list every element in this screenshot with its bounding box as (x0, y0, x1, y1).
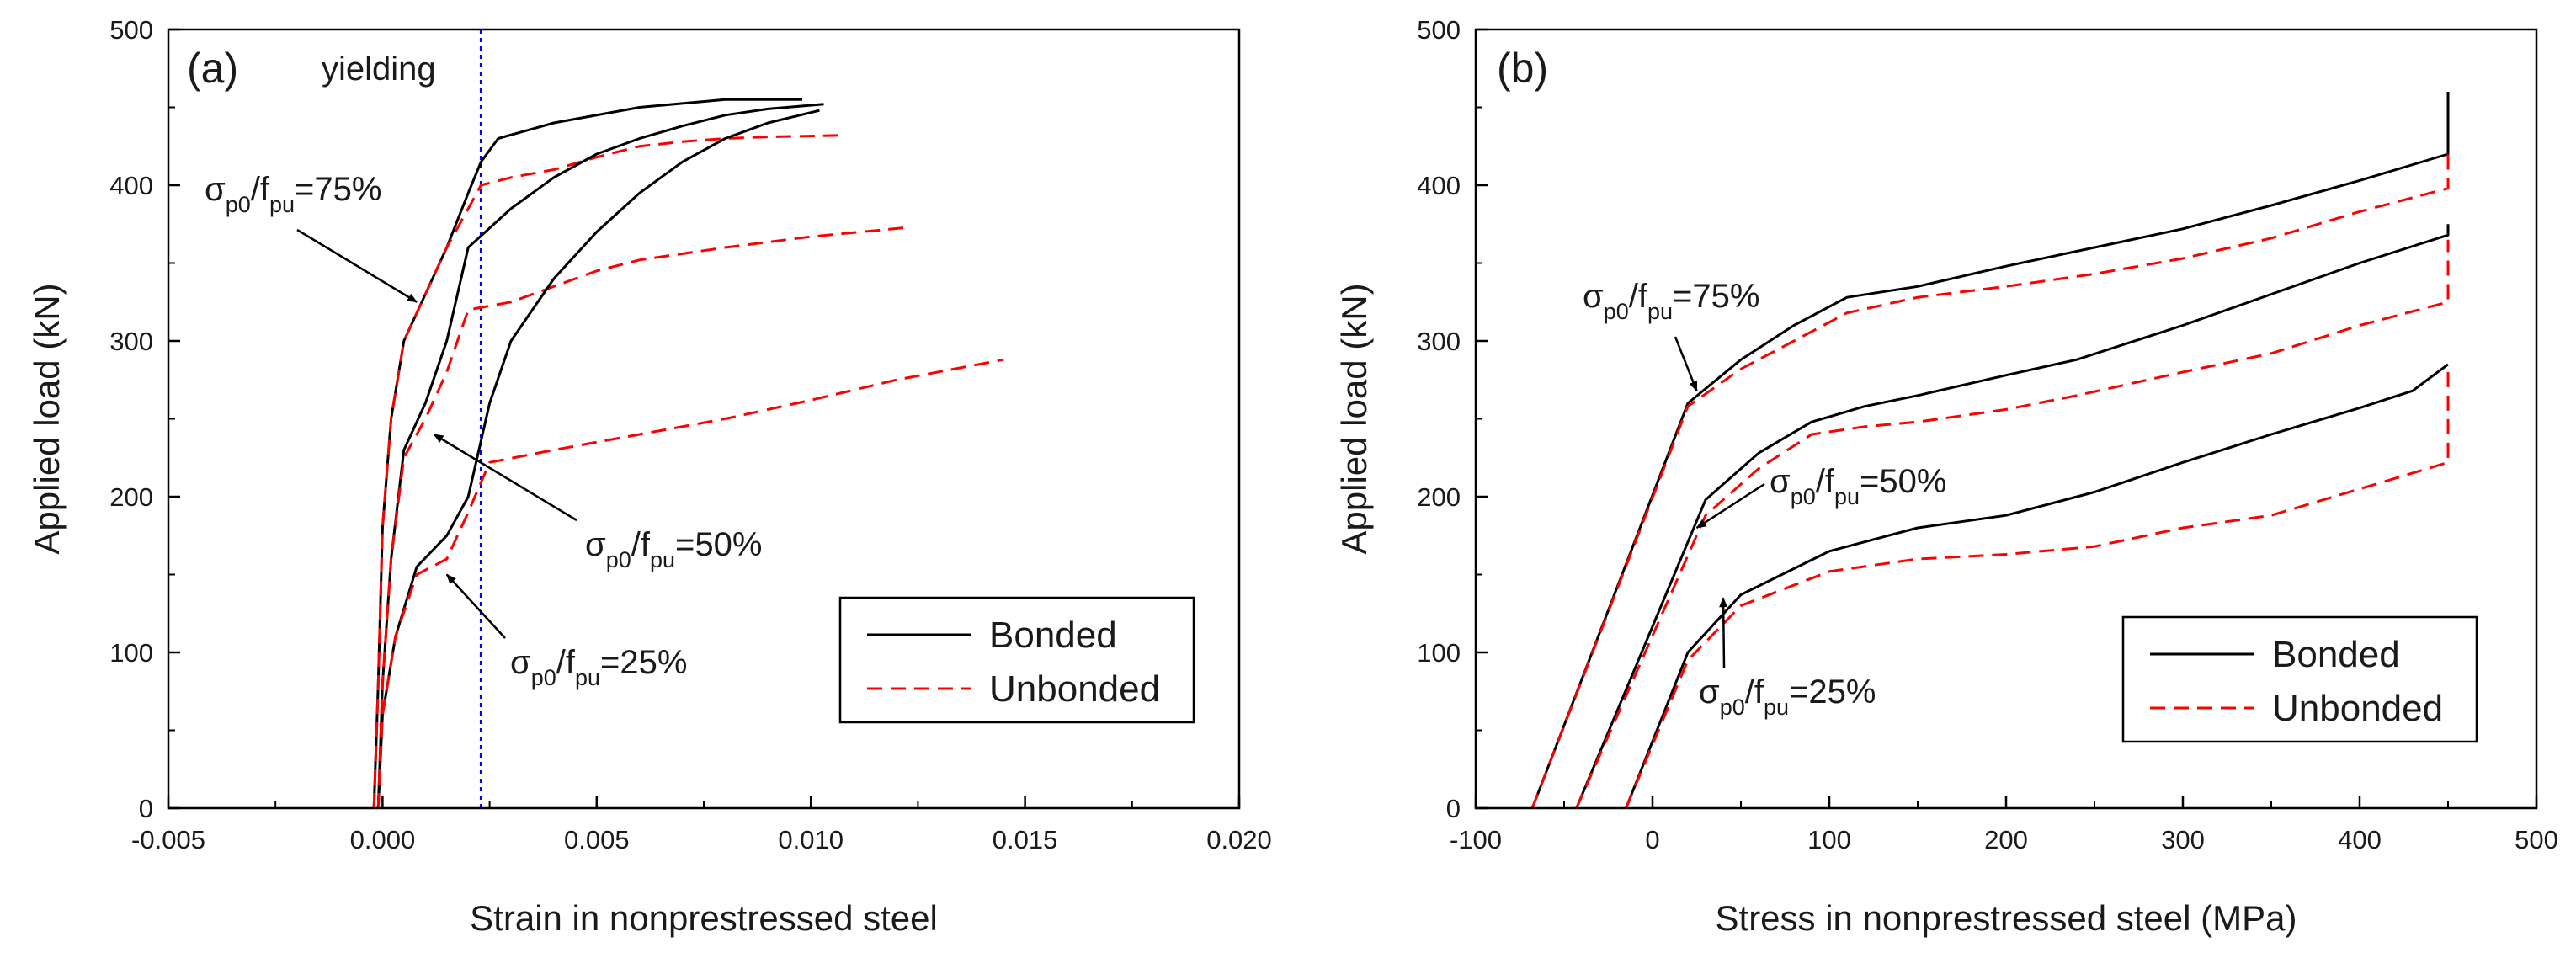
annotation-arrow (1719, 597, 1728, 668)
y-tick-label: 400 (109, 171, 153, 200)
y-tick-label: 200 (1417, 482, 1461, 512)
y-tick-label: 0 (1446, 794, 1461, 823)
legend-label-bonded: Bonded (989, 615, 1117, 656)
annotation-part: pu (1764, 695, 1789, 720)
annotation-part: σ (1699, 673, 1720, 711)
unbonded-line (1530, 154, 2450, 808)
x-tick-label: 100 (1807, 825, 1851, 854)
panel-label: (b) (1497, 45, 1548, 92)
series-group (1530, 92, 2450, 808)
annotation-part: /f (1816, 463, 1835, 500)
annotation-part: /f (556, 644, 576, 681)
annotation-part: /f (1745, 673, 1764, 711)
annotation-part: p0 (1720, 695, 1745, 720)
legend-label-bonded: Bonded (2272, 634, 2400, 675)
annotation-part: p0 (531, 665, 556, 690)
ratio-annotation: σp0/fpu=50% (585, 526, 762, 572)
y-tick-label: 100 (1417, 638, 1461, 668)
annotation-part: =50% (675, 526, 762, 563)
annotation-arrow (445, 573, 506, 639)
x-tick-label: 0.010 (778, 825, 844, 854)
panel-a: -0.005 0.000 0.005 0.010 0.015 0.020 0 100 200 30… (27, 15, 1272, 938)
unbonded-line (1575, 239, 2450, 808)
annotation-part: =75% (295, 171, 381, 208)
x-tick-label: 0.020 (1206, 825, 1272, 854)
unbonded-line (1625, 364, 2450, 808)
annotation-part: pu (1834, 484, 1860, 509)
annotation-part: σ (205, 171, 226, 208)
legend-box (2121, 615, 2478, 743)
x-tick-label: 300 (2161, 825, 2205, 854)
annotation-arrow (433, 433, 577, 522)
x-tick-label: 0 (1645, 825, 1659, 854)
yielding-label: yielding (322, 51, 436, 88)
x-tick-label: -0.005 (131, 825, 205, 854)
series-group (372, 98, 1004, 808)
annotation-part: pu (269, 192, 295, 217)
y-tick-label: 300 (109, 327, 153, 356)
y-tick-label: 300 (1417, 327, 1461, 356)
panel-b: -100 0 100 200 300 400 5000100200300400500Stre… (1334, 15, 2558, 938)
unbonded-line (372, 134, 841, 808)
unbonded-line (376, 358, 1004, 808)
annotation-arrow (1674, 336, 1698, 392)
annotation-part: σ (510, 644, 531, 681)
annotation-part: σ (1583, 278, 1604, 315)
annotation-part: /f (1629, 278, 1648, 315)
ratio-annotation: σp0/fpu=50% (1770, 463, 1946, 509)
bonded-line (376, 109, 820, 808)
x-axis-label: Strain in nonprestressed steel (470, 898, 938, 938)
annotation-part: pu (650, 547, 675, 572)
annotation-part: p0 (1604, 299, 1629, 324)
legend-label-unbonded: Unbonded (2272, 688, 2443, 729)
annotation-part: =75% (1673, 278, 1759, 315)
legend-box (838, 596, 1195, 724)
annotation-part: /f (631, 526, 651, 563)
y-tick-label: 200 (109, 482, 153, 512)
plot-frame (1474, 28, 2538, 810)
x-tick-label: 0.005 (564, 825, 630, 854)
annotation-part: p0 (1791, 484, 1816, 509)
y-axis-label: Applied load (kN) (27, 283, 67, 554)
annotation-part: σ (1770, 463, 1791, 500)
annotation-part: =25% (1789, 673, 1876, 711)
unbonded-line (376, 226, 910, 808)
y-tick-label: 100 (109, 638, 153, 668)
y-tick-label: 500 (1417, 15, 1461, 45)
annotation-part: σ (585, 526, 606, 563)
annotation-arrow (296, 228, 418, 303)
y-tick-label: 500 (109, 15, 153, 45)
ratio-annotation: σp0/fpu=75% (1583, 278, 1759, 324)
x-tick-label: 200 (1984, 825, 2028, 854)
x-tick-label: 0.000 (350, 825, 416, 854)
ratio-annotation: σp0/fpu=25% (510, 644, 687, 690)
bonded-line (1575, 224, 2450, 808)
plot-frame (167, 28, 1241, 810)
annotation-part: /f (251, 171, 270, 208)
annotation-part: =25% (600, 644, 687, 681)
annotation-part: p0 (226, 192, 251, 217)
x-tick-label: -100 (1450, 825, 1502, 854)
annotation-part: p0 (606, 547, 631, 572)
annotation-arrow (1695, 482, 1765, 530)
ratio-annotation: σp0/fpu=75% (205, 171, 381, 217)
bonded-line (1530, 92, 2450, 808)
legend-label-unbonded: Unbonded (989, 668, 1160, 710)
annotation-part: pu (1647, 299, 1673, 324)
bonded-line (376, 103, 824, 808)
ratio-annotation: σp0/fpu=25% (1699, 673, 1876, 720)
y-tick-label: 400 (1417, 171, 1461, 200)
x-tick-label: 500 (2515, 825, 2558, 854)
bonded-line (372, 98, 802, 808)
x-tick-label: 400 (2338, 825, 2382, 854)
panel-label: (a) (187, 45, 238, 92)
y-axis-label: Applied load (kN) (1334, 283, 1374, 554)
y-tick-label: 0 (139, 794, 153, 823)
bonded-line (1625, 363, 2449, 808)
annotation-part: =50% (1860, 463, 1946, 500)
annotation-part: pu (575, 665, 600, 690)
x-tick-label: 0.015 (993, 825, 1058, 854)
x-axis-label: Stress in nonprestressed steel (MPa) (1716, 898, 2297, 938)
